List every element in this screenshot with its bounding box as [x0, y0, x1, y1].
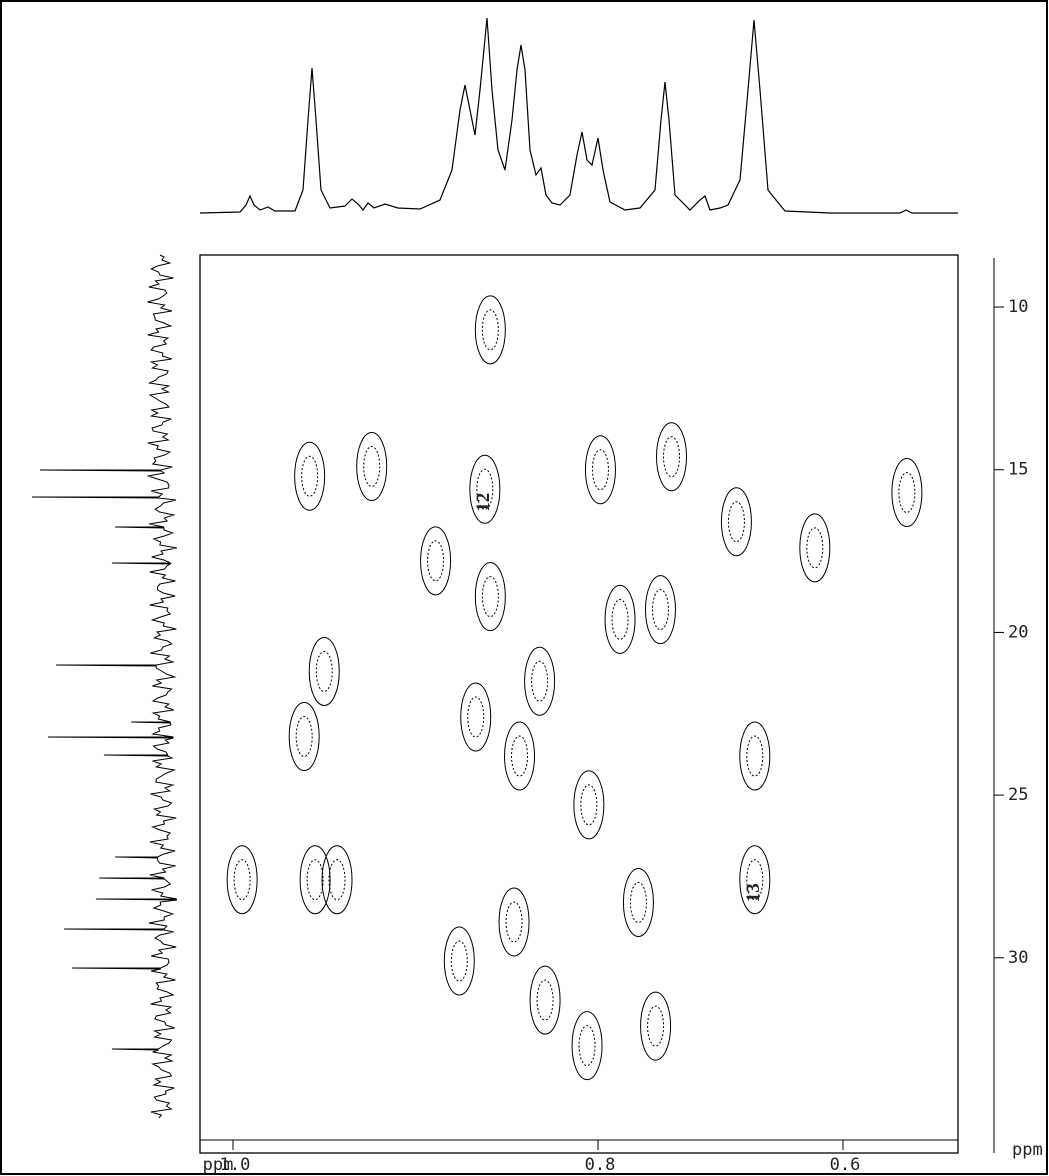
- contour: [578, 1025, 596, 1067]
- contour: [443, 926, 475, 996]
- plot-area: [199, 254, 959, 1154]
- contour: [739, 721, 771, 791]
- contour: [511, 735, 529, 777]
- contour: [611, 598, 629, 640]
- contour: [529, 965, 561, 1035]
- contour: [288, 702, 320, 772]
- contour: [498, 887, 530, 957]
- annotation: 12: [473, 493, 494, 512]
- contour: [536, 979, 554, 1021]
- contour: [663, 436, 680, 478]
- contour: [481, 576, 499, 618]
- contour: [226, 845, 258, 915]
- contour: [467, 696, 485, 738]
- y-tick-label: 25: [1008, 785, 1028, 805]
- contour: [644, 575, 676, 645]
- contour: [321, 845, 353, 915]
- contour: [469, 454, 501, 524]
- contour: [720, 487, 752, 557]
- contour: [524, 646, 556, 716]
- contour: [739, 845, 771, 915]
- contour: [420, 526, 452, 596]
- contour: [571, 1011, 603, 1081]
- contour: [629, 881, 647, 923]
- contour: [504, 721, 536, 791]
- contour: [481, 309, 499, 351]
- contour: [427, 540, 445, 582]
- contour: [622, 867, 654, 937]
- contour: [233, 859, 251, 901]
- contour: [806, 527, 824, 569]
- contour: [898, 472, 916, 514]
- contour: [580, 784, 598, 826]
- contour: [505, 901, 523, 943]
- contour: [727, 501, 745, 543]
- contour: [656, 422, 687, 492]
- y-axis-label: ppm: [1012, 1140, 1043, 1160]
- y-tick-label: 20: [1008, 622, 1028, 642]
- x-axis-label: ppm: [203, 1155, 234, 1175]
- contour: [591, 449, 609, 491]
- contour: [295, 716, 313, 758]
- contour: [573, 770, 605, 840]
- contour: [476, 468, 494, 510]
- contour: [328, 859, 346, 901]
- x-tick-label: 0.6: [830, 1155, 861, 1175]
- contour: [294, 441, 326, 511]
- contour: [306, 859, 324, 901]
- contour: [584, 435, 616, 505]
- contour: [299, 845, 331, 915]
- contour: [308, 636, 340, 706]
- contour: [799, 513, 831, 583]
- x-tick-label: 1.0: [220, 1155, 251, 1175]
- contour: [604, 584, 636, 654]
- contour: [647, 1005, 665, 1047]
- contour: [640, 991, 672, 1061]
- contour: [531, 660, 549, 702]
- contour: [746, 859, 764, 901]
- contour: [474, 562, 506, 632]
- contour: [356, 431, 388, 501]
- contour: [450, 940, 468, 982]
- contour: [460, 682, 492, 752]
- contour: [651, 589, 669, 631]
- y-tick-label: 15: [1008, 460, 1028, 480]
- contour: [891, 458, 923, 528]
- top-projection: [199, 17, 958, 214]
- contour: [363, 445, 381, 487]
- annotation: 13: [743, 883, 764, 902]
- contour: [315, 650, 333, 692]
- contour: [474, 295, 506, 365]
- contour: [301, 455, 319, 497]
- y-tick-label: 10: [1008, 297, 1028, 317]
- x-tick-label: 0.8: [585, 1155, 616, 1175]
- y-tick-label: 30: [1008, 948, 1028, 968]
- side-projection: [31, 254, 177, 1119]
- contour: [746, 735, 764, 777]
